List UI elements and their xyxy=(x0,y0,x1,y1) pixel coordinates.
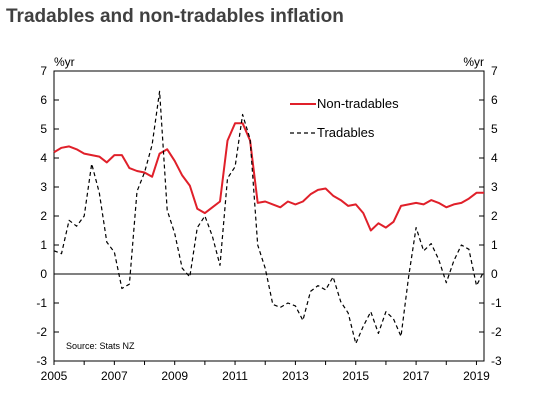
y-tick-label-left: 6 xyxy=(40,93,47,107)
series-line-tradables xyxy=(53,90,485,345)
x-tick-label: 2007 xyxy=(101,369,128,383)
y-tick-label-left: 2 xyxy=(40,209,47,223)
x-tick-label: 2011 xyxy=(222,369,248,383)
plot-frame xyxy=(53,70,485,362)
axis-ticks: -3 -3 -2 -2 -1 -1 0 0 1 1 2 2 3 3 4 4 5 5 6 6 7 7 2005 2007 2009… xyxy=(36,64,502,383)
y-tick-label-right: -1 xyxy=(491,296,502,310)
left-axis-unit: %yr xyxy=(54,55,75,69)
legend: Non-tradables Tradables xyxy=(290,96,399,140)
y-tick-label-left: 7 xyxy=(40,64,47,78)
y-tick-label-left: 4 xyxy=(40,151,47,165)
chart-title: Tradables and non-tradables inflation xyxy=(6,6,344,27)
series-lines xyxy=(53,90,485,345)
y-tick-label-left: 1 xyxy=(40,238,47,252)
y-tick-label-right: 7 xyxy=(491,64,498,78)
y-tick-label-left: -3 xyxy=(36,354,47,368)
y-tick-label-right: 3 xyxy=(491,180,498,194)
legend-label-tradables: Tradables xyxy=(317,125,375,140)
x-tick-label: 2015 xyxy=(342,369,369,383)
y-tick-label-right: 1 xyxy=(491,238,498,252)
y-tick-label-left: 5 xyxy=(40,122,47,136)
series-line-non-tradables xyxy=(53,122,484,232)
right-axis-unit: %yr xyxy=(463,55,484,69)
y-tick-label-right: -3 xyxy=(491,354,502,368)
x-tick-label: 2017 xyxy=(403,369,430,383)
x-tick-label: 2005 xyxy=(41,369,68,383)
y-tick-label-left: 0 xyxy=(40,267,47,281)
legend-label-non-tradables: Non-tradables xyxy=(317,96,399,111)
y-tick-label-right: -2 xyxy=(491,325,502,339)
y-tick-label-left: 3 xyxy=(40,180,47,194)
x-tick-label: 2019 xyxy=(463,369,490,383)
x-tick-label: 2013 xyxy=(282,369,309,383)
source-note: Source: Stats NZ xyxy=(66,341,135,351)
y-tick-label-right: 0 xyxy=(491,267,498,281)
y-tick-label-right: 5 xyxy=(491,122,498,136)
y-tick-label-right: 4 xyxy=(491,151,498,165)
y-tick-label-right: 6 xyxy=(491,93,498,107)
x-tick-label: 2009 xyxy=(161,369,188,383)
y-tick-label-left: -2 xyxy=(36,325,47,339)
y-tick-label-left: -1 xyxy=(36,296,47,310)
y-tick-label-right: 2 xyxy=(491,209,498,223)
